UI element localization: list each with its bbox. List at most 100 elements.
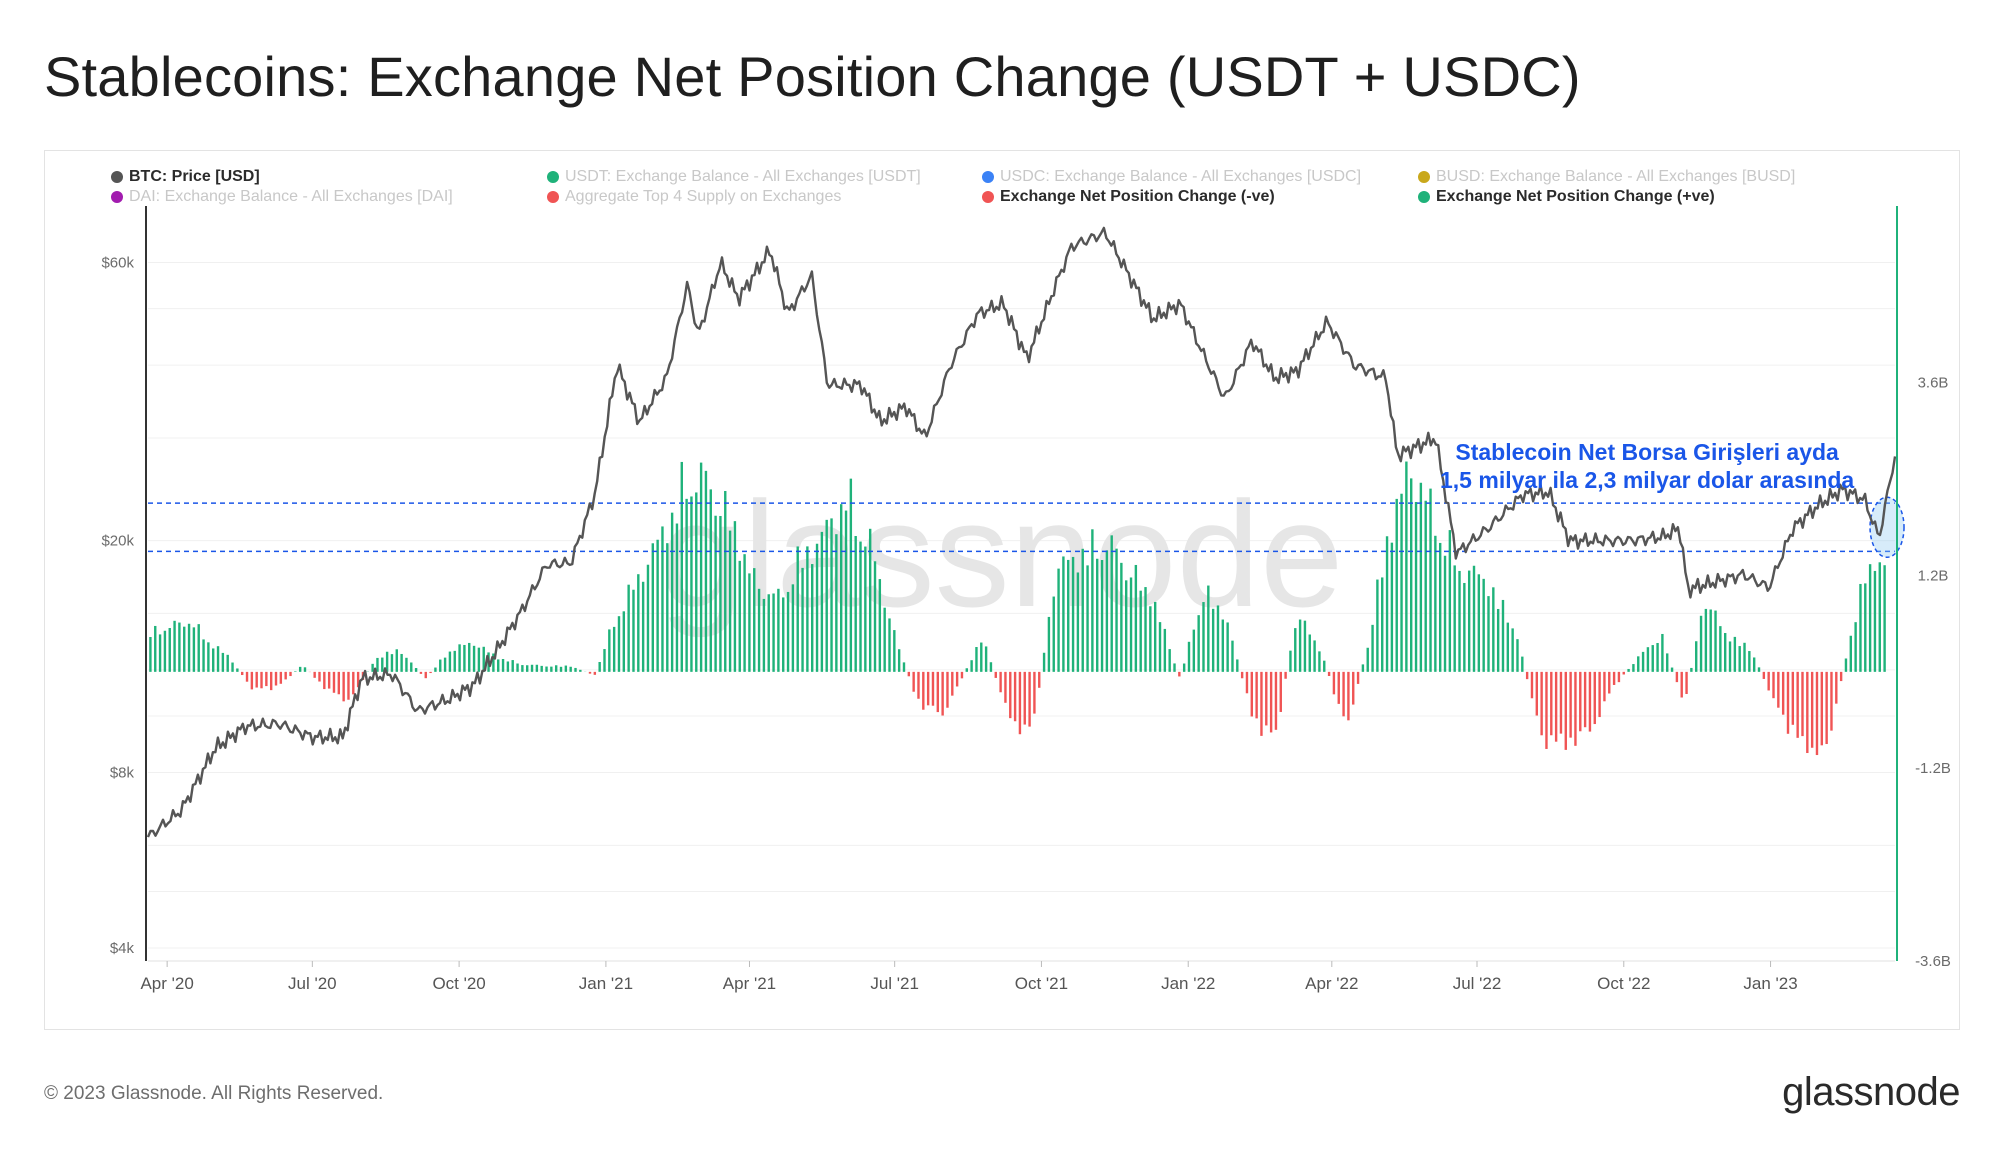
x-tick-label: Oct '22 xyxy=(1597,974,1650,993)
legend-item[interactable]: Aggregate Top 4 Supply on Exchanges xyxy=(547,187,841,207)
chart-frame: BTC: Price [USD] USDT: Exchange Balance -… xyxy=(44,150,1960,1030)
net-position-bar-negative xyxy=(342,671,345,702)
net-position-bar-positive xyxy=(173,620,176,672)
legend-item[interactable]: Exchange Net Position Change (+ve) xyxy=(1418,187,1715,207)
net-position-bar-negative xyxy=(931,671,935,706)
net-position-bar-positive xyxy=(791,584,795,672)
net-position-bar-negative xyxy=(1772,671,1775,699)
net-position-bar-negative xyxy=(1356,671,1360,684)
net-position-bar-positive xyxy=(1158,622,1162,672)
net-position-bar-positive xyxy=(202,639,205,672)
net-position-bar-positive xyxy=(1704,608,1708,672)
net-position-bar-negative xyxy=(1535,671,1539,716)
net-position-bar-positive xyxy=(1868,564,1872,672)
net-position-bar-positive xyxy=(820,531,824,672)
net-position-bar-negative xyxy=(260,671,263,689)
x-tick-label: Oct '20 xyxy=(432,974,485,993)
legend-item[interactable]: DAI: Exchange Balance - All Exchanges [D… xyxy=(111,187,453,207)
net-position-bar-positive xyxy=(530,664,534,672)
legend-item[interactable]: BUSD: Exchange Balance - All Exchanges [… xyxy=(1418,167,1795,187)
net-position-bar-negative xyxy=(1574,671,1577,746)
net-position-bar-negative xyxy=(313,671,316,678)
net-position-bar-positive xyxy=(830,518,833,672)
net-position-bar-positive xyxy=(1192,629,1196,672)
net-position-bar-positive xyxy=(1757,667,1761,672)
net-position-bar-negative xyxy=(1791,671,1795,725)
net-position-bar-positive xyxy=(298,666,302,672)
net-position-bar-negative xyxy=(912,671,915,692)
x-tick-label: Apr '20 xyxy=(140,974,193,993)
net-position-bar-negative xyxy=(1018,671,1022,735)
net-position-bar-negative xyxy=(1274,671,1278,730)
net-position-bar-positive xyxy=(511,660,514,672)
net-position-bar-positive xyxy=(980,642,983,672)
net-position-bar-positive xyxy=(1723,633,1727,672)
x-tick-label: Jan '22 xyxy=(1161,974,1215,993)
net-position-bar-positive xyxy=(1308,634,1311,672)
net-position-bar-negative xyxy=(1612,671,1616,685)
net-position-bar-negative xyxy=(922,671,925,710)
net-position-bar-positive xyxy=(1313,640,1316,672)
net-position-bar-negative xyxy=(332,671,336,693)
net-position-bar-positive xyxy=(1690,667,1693,672)
y-left-tick-label: $8k xyxy=(110,765,135,782)
y-right-tick-label: 1.2B xyxy=(1918,567,1949,584)
net-position-bar-negative xyxy=(1279,671,1282,712)
net-position-bar-positive xyxy=(1709,609,1712,672)
net-position-bar-negative xyxy=(1269,671,1273,733)
legend-item[interactable]: USDT: Exchange Balance - All Exchanges [… xyxy=(547,167,921,187)
net-position-bar-negative xyxy=(327,671,331,689)
net-position-bar-positive xyxy=(1057,568,1060,672)
net-position-bar-negative xyxy=(1564,671,1567,750)
net-position-bar-positive xyxy=(1163,628,1167,672)
net-position-bar-positive xyxy=(1501,599,1505,672)
net-position-bar-positive xyxy=(1467,570,1471,672)
net-position-bar-negative xyxy=(274,671,278,686)
legend-item[interactable]: Exchange Net Position Change (-ve) xyxy=(982,187,1275,207)
net-position-bar-negative xyxy=(1559,671,1563,734)
x-tick-label: Jan '23 xyxy=(1743,974,1797,993)
net-position-bar-negative xyxy=(941,671,944,716)
net-position-bar-negative xyxy=(951,671,954,696)
net-position-bar-positive xyxy=(1207,585,1210,672)
net-position-bar-positive xyxy=(1414,501,1418,672)
net-position-bar-positive xyxy=(1062,556,1065,672)
net-position-bar-negative xyxy=(1579,671,1582,732)
net-position-bar-positive xyxy=(385,651,389,672)
net-position-bar-negative xyxy=(1028,671,1031,727)
net-position-bar-negative xyxy=(347,671,350,700)
net-position-bar-positive xyxy=(811,564,814,672)
net-position-bar-positive xyxy=(1458,570,1461,672)
net-position-bar-negative xyxy=(1033,671,1036,714)
net-position-bar-positive xyxy=(1656,643,1659,672)
net-position-bar-positive xyxy=(699,462,703,672)
net-position-bar-negative xyxy=(593,671,597,675)
net-position-bar-negative xyxy=(960,671,964,679)
net-position-bar-negative xyxy=(1178,671,1181,677)
legend-dot-icon xyxy=(982,191,994,203)
net-position-bar-positive xyxy=(1714,610,1717,672)
net-position-bar-positive xyxy=(1482,578,1485,672)
net-position-bar-negative xyxy=(907,671,911,677)
net-position-bar-negative xyxy=(936,671,940,713)
net-position-bar-positive xyxy=(1699,615,1703,672)
chart-legend: BTC: Price [USD] USDT: Exchange Balance -… xyxy=(45,151,1961,211)
net-position-bar-positive xyxy=(187,623,191,672)
net-position-bar-positive xyxy=(1096,558,1099,672)
net-position-bar-positive xyxy=(762,598,766,672)
net-position-bar-negative xyxy=(1255,671,1258,719)
legend-item[interactable]: BTC: Price [USD] xyxy=(111,167,260,187)
net-position-bar-positive xyxy=(1366,647,1369,672)
y-right-tick-label: 3.6B xyxy=(1918,375,1949,392)
net-position-bar-positive xyxy=(1182,663,1186,672)
net-position-bar-negative xyxy=(1806,671,1809,754)
legend-item[interactable]: USDC: Exchange Balance - All Exchanges [… xyxy=(982,167,1361,187)
net-position-bar-positive xyxy=(482,646,485,672)
net-position-bar-negative xyxy=(1680,671,1683,698)
net-position-bar-positive xyxy=(178,622,181,672)
legend-label: USDC: Exchange Balance - All Exchanges [… xyxy=(1000,168,1362,185)
net-position-bar-negative xyxy=(1265,671,1268,726)
net-position-bar-positive xyxy=(608,629,611,672)
net-position-bar-positive xyxy=(1695,641,1698,672)
net-position-bar-negative xyxy=(1593,671,1596,725)
